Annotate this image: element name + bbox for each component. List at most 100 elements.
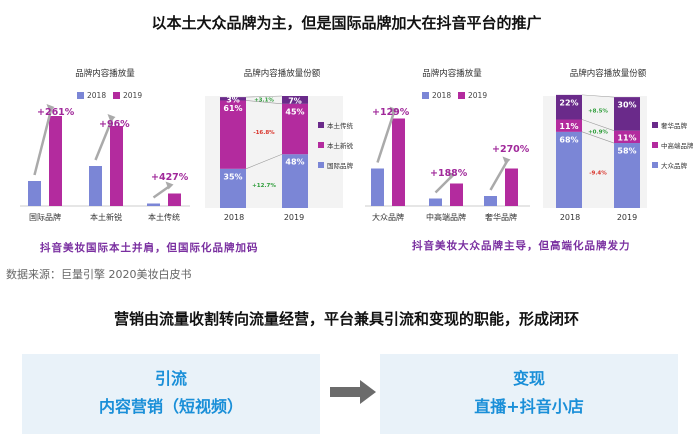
connector-line bbox=[581, 131, 615, 144]
stack-seg-大众品牌-2019 bbox=[614, 143, 640, 208]
chart-panel-1: 品牌内容播放量 2018 2019 国际品牌 本土新锐 本土传统 +261% +… bbox=[15, 58, 195, 233]
chart-1-svg: 品牌内容播放量 2018 2019 国际品牌 本土新锐 本土传统 +261% +… bbox=[20, 68, 190, 222]
bar-2019-本土新锐 bbox=[110, 126, 123, 206]
stack-value-label: 61% bbox=[223, 104, 242, 113]
growth-label: +129% bbox=[372, 107, 410, 118]
legend-label: 奢华品牌 bbox=[661, 121, 688, 130]
connector-line bbox=[245, 95, 283, 98]
flow-right-sub: 直播+抖音小店 bbox=[474, 397, 584, 416]
legend-label: 国际品牌 bbox=[327, 161, 354, 170]
chart-4-title: 品牌内容播放量份额 bbox=[570, 68, 647, 79]
growth-arrow bbox=[489, 159, 509, 191]
change-label: +3.1% bbox=[254, 97, 274, 103]
category-label: 2019 bbox=[617, 213, 637, 222]
growth-label: +96% bbox=[99, 119, 130, 130]
category-label: 2018 bbox=[560, 213, 580, 222]
growth-arrow-head bbox=[389, 106, 398, 115]
growth-arrow bbox=[434, 174, 454, 194]
headline-top: 以本土大众品牌为主，但是国际品牌加大在抖音平台的推广 bbox=[151, 14, 542, 32]
stack-value-label: 68% bbox=[559, 135, 578, 144]
category-label: 本土新锐 bbox=[90, 212, 122, 222]
bar-2018-国际品牌 bbox=[28, 181, 41, 206]
legend-swatch bbox=[652, 162, 658, 168]
growth-arrow-head bbox=[502, 156, 511, 165]
chart-panel-2: 品牌内容播放量份额 35% 61% 3% 48% 45% 7% +3.1% -16.8% +12… bbox=[200, 58, 365, 233]
connector-line bbox=[581, 119, 615, 132]
growth-label: +270% bbox=[492, 144, 530, 155]
legend-label: 本土传统 bbox=[327, 121, 354, 130]
legend-2019-label: 2019 bbox=[468, 91, 487, 100]
source-note: 数据来源：巨量引擎 2020美妆白皮书 bbox=[6, 268, 192, 281]
category-label: 2018 bbox=[224, 213, 244, 222]
legend-2019-label: 2019 bbox=[123, 91, 142, 100]
category-label: 大众品牌 bbox=[372, 212, 404, 222]
headline-bottom: 营销由流量收割转向流量经营，平台兼具引流和变现的职能，形成闭环 bbox=[113, 310, 579, 328]
chart-panel-4: 品牌内容播放量份额 68% 11% 22% 58% 11% 30% +8.5% +0.9% -9… bbox=[538, 58, 693, 233]
bar-2019-国际品牌 bbox=[49, 116, 62, 206]
stack-value-label: 58% bbox=[617, 147, 636, 156]
stack-seg-国际品牌-2018 bbox=[220, 168, 246, 208]
stack-seg-中高端品牌-2018 bbox=[556, 119, 582, 132]
connector-line bbox=[245, 100, 283, 105]
bar-2019-本土传统 bbox=[168, 193, 181, 206]
chart-3-title: 品牌内容播放量 bbox=[422, 68, 482, 79]
bar-2018-本土传统 bbox=[147, 203, 160, 206]
growth-label: +261% bbox=[37, 107, 75, 118]
legend-label: 中高端品牌 bbox=[661, 141, 693, 150]
growth-arrow bbox=[152, 184, 172, 199]
stack-seg-国际品牌-2019 bbox=[282, 154, 308, 208]
growth-arrow bbox=[94, 117, 114, 161]
bar-2018-奢华品牌 bbox=[484, 196, 497, 206]
growth-arrow-head bbox=[165, 181, 174, 190]
bar-2019-大众品牌 bbox=[392, 118, 405, 206]
bar-2018-中高端品牌 bbox=[429, 198, 442, 206]
legend-swatch bbox=[652, 122, 658, 128]
chart-panel-3: 品牌内容播放量 2018 2019 大众品牌 中高端品牌 奢华品牌 +129% … bbox=[360, 58, 535, 233]
chart-3-bars bbox=[371, 106, 518, 206]
flow-right-title: 变现 bbox=[512, 369, 545, 388]
caption-right: 抖音美妆大众品牌主导，但高端化品牌发力 bbox=[412, 240, 631, 252]
growth-label: +188% bbox=[430, 168, 468, 179]
stack-value-label: 35% bbox=[223, 172, 242, 181]
stack-value-label: 22% bbox=[559, 98, 578, 107]
flow-box-traffic: 引流 内容营销（短视频） bbox=[22, 354, 320, 434]
legend-2018-label: 2018 bbox=[432, 91, 451, 100]
legend-2019-swatch bbox=[113, 92, 120, 99]
legend-label: 本土新锐 bbox=[327, 141, 354, 150]
chart-3-svg: 品牌内容播放量 2018 2019 大众品牌 中高端品牌 奢华品牌 +129% … bbox=[365, 68, 530, 222]
stack-value-label: 48% bbox=[285, 158, 304, 167]
category-label: 国际品牌 bbox=[29, 212, 61, 222]
chart-2-svg: 品牌内容播放量份额 35% 61%3% 48% 45% 7% +3.1% -16.8% +12… bbox=[205, 68, 354, 222]
category-label: 本土传统 bbox=[148, 212, 180, 222]
change-label: +8.5% bbox=[588, 109, 608, 115]
bar-2019-中高端品牌 bbox=[450, 183, 463, 206]
category-label: 2019 bbox=[284, 213, 304, 222]
chart-1-title: 品牌内容播放量 bbox=[75, 68, 135, 79]
change-label: +12.7% bbox=[252, 183, 276, 189]
stack-value-label: 11% bbox=[617, 133, 636, 142]
stack-value-label: 11% bbox=[559, 122, 578, 131]
legend-2018-swatch bbox=[422, 92, 429, 99]
flow-box-monetize: 变现 直播+抖音小店 bbox=[380, 354, 678, 434]
change-label: +0.9% bbox=[588, 129, 608, 135]
stack-value-label: 30% bbox=[617, 101, 636, 110]
stack-seg-本土传统-2019 bbox=[282, 96, 308, 104]
legend-label: 大众品牌 bbox=[661, 161, 688, 170]
stack-seg-奢华品牌-2018 bbox=[556, 94, 582, 120]
stack-seg-奢华品牌-2019 bbox=[614, 97, 640, 131]
connector-line bbox=[245, 153, 283, 170]
stack-seg-大众品牌-2018 bbox=[556, 131, 582, 208]
stack-value-label: 45% bbox=[285, 107, 304, 116]
arrow-right-icon bbox=[330, 380, 376, 404]
change-label: -9.4% bbox=[589, 171, 607, 177]
growth-label: +427% bbox=[151, 172, 189, 183]
legend-swatch bbox=[318, 142, 324, 148]
growth-arrow bbox=[376, 110, 396, 163]
legend-swatch bbox=[318, 122, 324, 128]
flow-left-sub: 内容营销（短视频） bbox=[98, 397, 243, 416]
growth-arrow-head bbox=[46, 104, 55, 112]
legend-swatch bbox=[318, 162, 324, 168]
growth-arrow bbox=[33, 107, 53, 176]
legend-2018-label: 2018 bbox=[87, 91, 106, 100]
